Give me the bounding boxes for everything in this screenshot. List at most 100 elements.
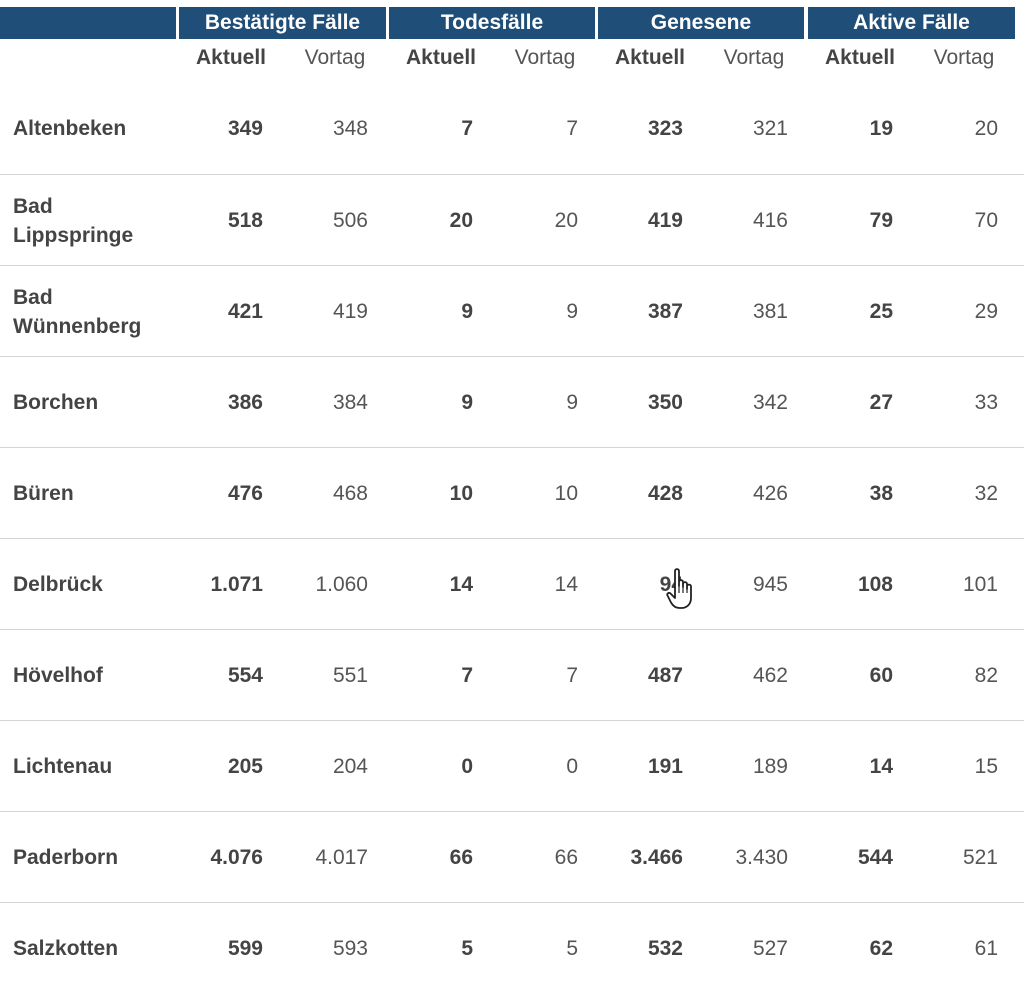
cell-aktuell: 4.076	[210, 846, 263, 869]
cell-vortag: 7	[566, 117, 578, 140]
subheader-vortag: Vortag	[304, 46, 366, 69]
cell-aktuell: 19	[869, 117, 893, 140]
cell-vortag: 189	[752, 755, 788, 778]
row-name: Borchen	[13, 391, 99, 414]
cell-vortag: 426	[752, 482, 788, 505]
subheader-vortag: Vortag	[514, 46, 576, 69]
table-row: Büren 476 468 10 10 428 426 38 32	[0, 447, 1024, 538]
cell-aktuell: 428	[647, 482, 683, 505]
subheader-vortag: Vortag	[723, 46, 785, 69]
cell-vortag: 381	[752, 300, 788, 323]
cell-aktuell: 599	[227, 937, 263, 960]
cell-aktuell: 20	[449, 209, 473, 232]
cell-vortag: 506	[332, 209, 368, 232]
cell-aktuell: 532	[647, 937, 683, 960]
cell-vortag: 14	[554, 573, 578, 596]
cell-aktuell: 38	[869, 482, 893, 505]
cell-vortag: 342	[752, 391, 788, 414]
cell-aktuell: 66	[449, 846, 473, 869]
cell-aktuell: 554	[227, 664, 263, 687]
subheader-aktuell: Aktuell	[824, 46, 895, 69]
cell-vortag: 7	[566, 664, 578, 687]
cell-vortag: 10	[554, 482, 578, 505]
cell-aktuell: 1.071	[210, 573, 263, 596]
cell-vortag: 20	[974, 117, 998, 140]
group-header-aktive: Aktive Fälle	[808, 7, 1015, 39]
table-row: Altenbeken 349 348 7 7 323 321 19 20	[0, 83, 1024, 174]
cell-vortag: 32	[974, 482, 998, 505]
cell-vortag: 521	[962, 846, 998, 869]
cell-vortag: 527	[752, 937, 788, 960]
subheader-aktuell: Aktuell	[195, 46, 266, 69]
cell-vortag: 468	[332, 482, 368, 505]
cell-aktuell: 62	[869, 937, 893, 960]
cell-vortag: 419	[332, 300, 368, 323]
cell-vortag: 384	[332, 391, 368, 414]
cell-aktuell: 544	[857, 846, 893, 869]
table-row: Borchen 386 384 9 9 350 342 27 33	[0, 356, 1024, 447]
cell-aktuell: 386	[227, 391, 263, 414]
cell-vortag: 33	[974, 391, 998, 414]
group-header-bestaetigte: Bestätigte Fälle	[179, 7, 386, 39]
cell-vortag: 61	[974, 937, 998, 960]
cell-aktuell: 9	[461, 391, 473, 414]
cell-aktuell: 79	[869, 209, 893, 232]
cell-aktuell: 5	[461, 937, 473, 960]
cell-aktuell: 421	[227, 300, 263, 323]
row-name: Altenbeken	[13, 117, 127, 140]
table-row: Delbrück 1.071 1.060 14 14 94 945 108 101	[0, 538, 1024, 629]
cell-aktuell: 7	[461, 117, 473, 140]
group-header-todesfaelle: Todesfälle	[389, 7, 595, 39]
cell-aktuell: 10	[449, 482, 473, 505]
subheader-vortag: Vortag	[933, 46, 995, 69]
cell-aktuell: 349	[227, 117, 263, 140]
row-name: Delbrück	[13, 573, 103, 596]
table-row: Salzkotten 599 593 5 5 532 527 62 61	[0, 902, 1024, 993]
group-header-genesene: Genesene	[598, 7, 804, 39]
subheader-aktuell: Aktuell	[405, 46, 476, 69]
cell-vortag: 9	[566, 391, 578, 414]
cell-aktuell: 350	[647, 391, 683, 414]
cell-vortag: 9	[566, 300, 578, 323]
row-name: Hövelhof	[13, 664, 103, 687]
cell-vortag: 204	[332, 755, 368, 778]
cell-aktuell: 191	[647, 755, 683, 778]
cell-vortag: 82	[974, 664, 998, 687]
cell-aktuell: 7	[461, 664, 473, 687]
cell-aktuell: 419	[647, 209, 683, 232]
cell-aktuell: 108	[857, 573, 893, 596]
cell-vortag: 3.430	[735, 846, 788, 869]
row-name: Bad Wünnenberg	[13, 285, 142, 338]
cell-aktuell: 387	[647, 300, 683, 323]
cell-aktuell: 60	[869, 664, 893, 687]
table-row: Bad Wünnenberg 421 419 9 9 387 381 25 29	[0, 265, 1024, 356]
cell-aktuell: 14	[449, 573, 473, 596]
cell-aktuell: 14	[869, 755, 893, 778]
table-row: Hövelhof 554 551 7 7 487 462 60 82	[0, 629, 1024, 720]
cell-vortag: 321	[752, 117, 788, 140]
cell-vortag: 101	[962, 573, 998, 596]
cell-aktuell: 3.466	[630, 846, 683, 869]
cell-vortag: 416	[752, 209, 788, 232]
subheader-aktuell: Aktuell	[614, 46, 685, 69]
cell-vortag: 945	[752, 573, 788, 596]
row-name: Salzkotten	[13, 937, 119, 960]
cell-vortag: 462	[752, 664, 788, 687]
table-row: Lichtenau 205 204 0 0 191 189 14 15	[0, 720, 1024, 811]
cell-aktuell: 205	[227, 755, 263, 778]
row-name: Paderborn	[13, 846, 119, 869]
cell-aktuell: 518	[227, 209, 263, 232]
cell-vortag: 66	[554, 846, 578, 869]
cell-vortag: 20	[554, 209, 578, 232]
header-strip	[0, 7, 176, 39]
cell-aktuell: 476	[227, 482, 263, 505]
table-row: Paderborn 4.076 4.017 66 66 3.466 3.430 544 521	[0, 811, 1024, 902]
cell-vortag: 29	[974, 300, 998, 323]
row-name: Büren	[13, 482, 74, 505]
table-row: Bad Lippspringe 518 506 20 20 419 416 79 70	[0, 174, 1024, 265]
row-name: Lichtenau	[13, 755, 113, 778]
cell-vortag: 0	[566, 755, 578, 778]
cell-aktuell: 0	[461, 755, 473, 778]
cell-vortag: 70	[974, 209, 998, 232]
cell-vortag: 4.017	[315, 846, 368, 869]
